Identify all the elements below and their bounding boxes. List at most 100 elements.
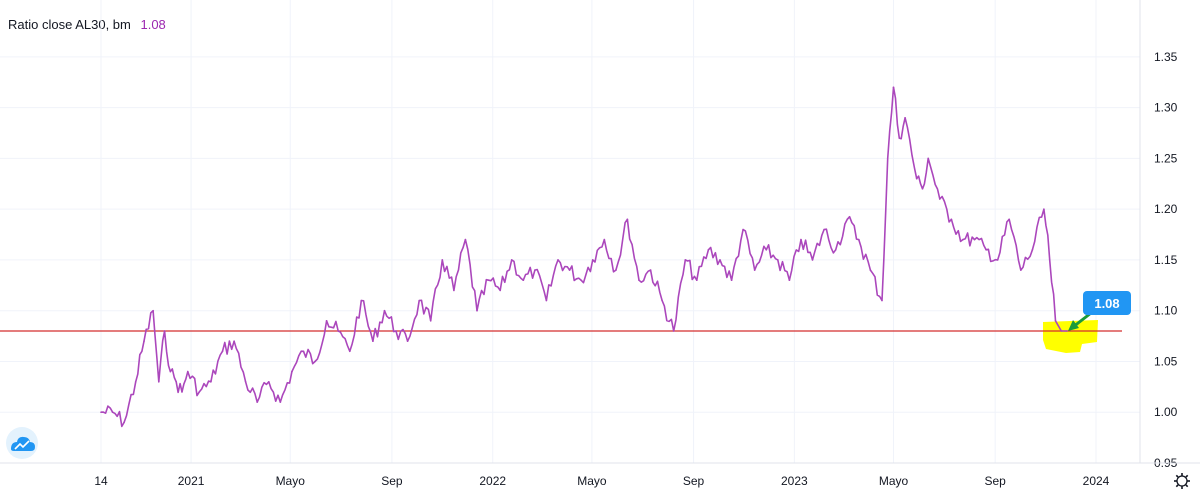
data-point [800, 238, 802, 241]
data-point [591, 259, 594, 261]
data-point [846, 218, 849, 221]
data-point [545, 299, 548, 302]
data-point [152, 309, 154, 312]
data-point [892, 86, 895, 89]
data-point [753, 269, 756, 271]
data-point [187, 370, 189, 373]
last-value-callout: 1.08 [1083, 291, 1131, 315]
data-point [256, 401, 259, 403]
data-point [383, 309, 386, 312]
data-point [123, 421, 125, 424]
data-point [985, 249, 987, 251]
data-point [499, 289, 502, 292]
data-point [210, 381, 212, 383]
x-tick-label: 14 [94, 474, 108, 488]
data-point [233, 340, 235, 343]
callout-box [1083, 291, 1131, 315]
data-point [487, 279, 490, 282]
gear-icon[interactable] [1174, 473, 1190, 489]
logo-icon[interactable] [6, 427, 38, 459]
y-tick-label: 1.20 [1154, 202, 1178, 216]
data-point [314, 360, 316, 363]
data-point [626, 218, 629, 221]
data-point [886, 157, 889, 160]
x-axis: 14 2021 Mayo Sep 2022 Mayo Sep 2023 Mayo Sep 2024 [0, 462, 1200, 488]
x-tick-label: Sep [683, 474, 705, 488]
arrow-head [1068, 320, 1079, 331]
data-point [696, 279, 698, 282]
data-point [291, 370, 293, 373]
data-point [522, 279, 525, 282]
data-point [476, 309, 478, 312]
data-point [742, 228, 744, 231]
annotation-arrow [1068, 311, 1092, 331]
data-point [603, 238, 606, 241]
data-point [1054, 320, 1057, 322]
data-point [163, 330, 166, 332]
data-point [996, 259, 999, 261]
data-point [198, 391, 201, 393]
data-point [534, 269, 536, 271]
data-point [158, 381, 160, 383]
y-tick-label: 1.10 [1154, 304, 1178, 318]
data-point [788, 279, 791, 282]
data-point [111, 411, 114, 414]
data-point [765, 249, 768, 251]
data-point [649, 269, 652, 271]
y-tick-label: 1.00 [1154, 405, 1178, 419]
y-tick-label: 1.25 [1154, 151, 1178, 165]
data-point [1020, 269, 1022, 271]
grid [0, 0, 1140, 464]
data-point [904, 117, 906, 119]
data-point [684, 259, 687, 261]
data-point [950, 218, 953, 221]
y-tick-label: 1.30 [1154, 101, 1178, 115]
data-point [464, 238, 467, 241]
data-point [1043, 208, 1045, 210]
data-point [915, 177, 918, 180]
data-point [1008, 218, 1010, 221]
x-tick-label: Mayo [276, 474, 306, 488]
data-point [1031, 249, 1034, 251]
x-tick-label: 2024 [1083, 474, 1110, 488]
y-axis: 1.351.301.251.201.151.101.051.000.95 [1139, 0, 1178, 470]
data-point [638, 279, 640, 282]
callout-label: 1.08 [1094, 296, 1119, 311]
data-point [973, 238, 976, 241]
data-point [719, 259, 721, 261]
data-point [921, 188, 924, 190]
x-tick-label: 2021 [178, 474, 205, 488]
data-point [661, 299, 663, 302]
y-tick-label: 1.15 [1154, 253, 1178, 267]
data-point [244, 381, 247, 383]
legend-title: Ratio close AL30, bm [8, 17, 131, 32]
data-point [181, 391, 183, 393]
x-tick-label: Mayo [879, 474, 909, 488]
data-point [834, 249, 837, 251]
data-point [406, 340, 409, 343]
data-point [869, 269, 872, 271]
data-point [1060, 330, 1063, 332]
data-point [100, 411, 102, 414]
y-tick-label: 1.35 [1154, 50, 1178, 64]
data-point [962, 238, 964, 241]
data-point [441, 259, 444, 261]
data-point [927, 157, 929, 160]
data-point [672, 330, 675, 332]
x-tick-label: 2022 [479, 474, 506, 488]
data-point [777, 259, 779, 261]
chart-legend: Ratio close AL30, bm 1.08 [8, 17, 166, 32]
data-point [823, 228, 825, 231]
data-point [730, 279, 733, 282]
data-point [418, 299, 421, 302]
data-point [360, 299, 363, 302]
data-point [1066, 330, 1068, 332]
data-point [279, 401, 282, 403]
data-point [268, 381, 270, 383]
x-tick-label: Sep [984, 474, 1006, 488]
yellow-highlight [1043, 320, 1098, 353]
data-point [939, 198, 941, 200]
data-point [615, 269, 617, 271]
data-point [510, 259, 513, 261]
